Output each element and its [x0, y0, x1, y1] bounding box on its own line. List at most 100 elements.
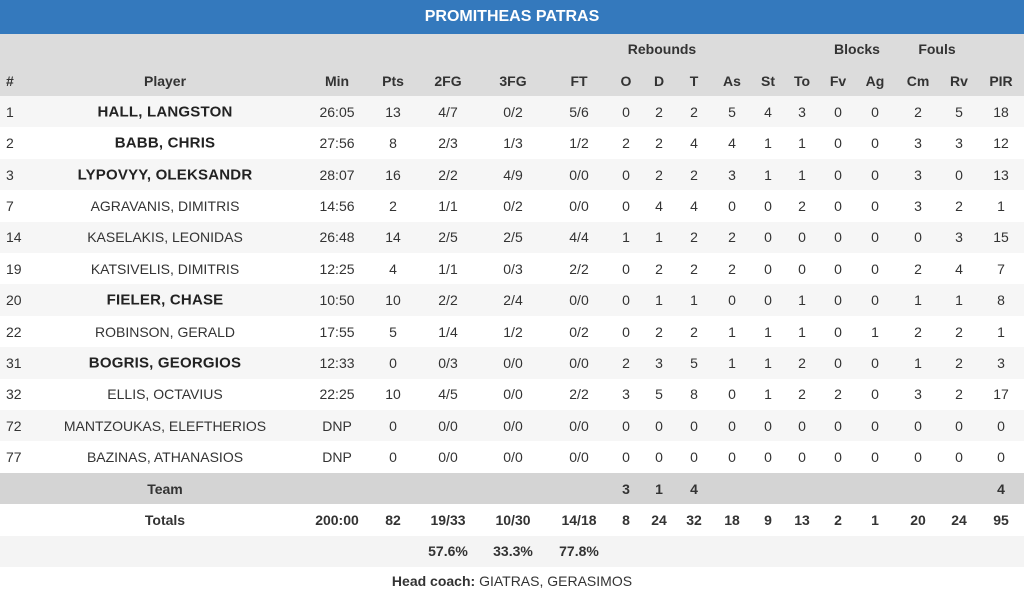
row-background	[0, 96, 1024, 128]
stat-cell: 1	[997, 197, 1005, 214]
row-background	[0, 315, 1024, 348]
row-background	[0, 34, 1024, 96]
stat-cell: 1	[955, 292, 963, 309]
stat-cell: 2/5	[438, 229, 458, 246]
stat-cell: 26:48	[319, 229, 355, 246]
stat-cell: 1	[728, 354, 736, 371]
stat-cell: 1/2	[503, 323, 523, 340]
stat-cell: 31	[6, 354, 22, 371]
stat-cell: 17	[993, 386, 1009, 403]
stat-cell: 27:56	[319, 135, 355, 152]
stat-cell: DNP	[322, 417, 352, 434]
stat-cell: 13	[385, 103, 401, 120]
stat-cell: 0	[764, 260, 772, 277]
stat-cell: 2	[798, 386, 806, 403]
stat-cell: 4/9	[503, 166, 523, 183]
stat-cell: 0	[834, 292, 842, 309]
row-background	[0, 127, 1024, 159]
column-header: St	[761, 73, 775, 89]
row-background	[0, 253, 1024, 285]
stat-cell: 2	[914, 260, 922, 277]
total-stat: 19/33	[430, 511, 466, 528]
row-background	[0, 190, 1024, 222]
stat-cell: 8	[997, 292, 1005, 309]
stat-cell: 7	[997, 260, 1005, 277]
stat-cell: 1/1	[438, 260, 458, 277]
column-header: Fv	[829, 73, 847, 89]
team-stat: 3	[622, 480, 630, 497]
stat-cell: 0	[834, 417, 842, 434]
row-background	[0, 441, 1024, 473]
stat-cell: 3	[798, 103, 806, 120]
group-header: Rebounds	[627, 41, 697, 57]
stat-cell: 0	[798, 417, 806, 434]
stat-cell: 2	[798, 354, 806, 371]
stat-cell: 0	[871, 386, 879, 403]
stat-cell: 0	[871, 229, 879, 246]
stat-cell: 5	[955, 103, 963, 120]
stat-cell: 1	[690, 292, 698, 309]
stat-cell: 2	[622, 354, 630, 371]
stat-cell: 2/4	[503, 292, 523, 309]
stat-cell: 3	[622, 386, 630, 403]
stat-cell: 0	[728, 449, 736, 466]
stat-cell: 13	[993, 166, 1009, 183]
group-header: Fouls	[918, 41, 956, 57]
stat-cell: 2	[655, 260, 663, 277]
player-name: LYPOVYY, OLEKSANDR	[77, 166, 253, 183]
stat-cell: 0	[914, 229, 922, 246]
stat-cell: 4	[690, 197, 698, 214]
stat-cell: 1/3	[503, 135, 523, 152]
stat-cell: 0	[834, 260, 842, 277]
totals-label: Totals	[144, 511, 186, 528]
stat-cell: 1	[798, 135, 806, 152]
stat-cell: 0/0	[503, 354, 523, 371]
total-stat: 20	[910, 511, 926, 528]
stat-cell: 0	[871, 449, 879, 466]
team-label: Team	[147, 480, 183, 497]
column-header: PIR	[989, 73, 1013, 89]
stat-cell: 4/4	[569, 229, 589, 246]
stat-cell: 0/0	[569, 197, 589, 214]
stat-cell: 0	[728, 417, 736, 434]
stat-cell: 0	[622, 449, 630, 466]
stat-cell: 0	[655, 449, 663, 466]
stat-cell: 4	[764, 103, 772, 120]
stat-cell: 1	[655, 292, 663, 309]
stat-cell: 0	[871, 260, 879, 277]
stat-cell: 0/0	[503, 417, 523, 434]
stat-cell: 0/0	[503, 449, 523, 466]
stat-cell: 0	[834, 229, 842, 246]
stat-cell: 1	[655, 229, 663, 246]
total-stat: 95	[993, 511, 1009, 528]
stat-cell: 20	[6, 292, 22, 309]
stat-cell: 0/2	[569, 323, 589, 340]
stat-cell: 0	[622, 103, 630, 120]
column-header: 2FG	[434, 73, 462, 89]
stat-cell: 0	[871, 103, 879, 120]
stat-cell: 1	[798, 323, 806, 340]
stat-cell: DNP	[322, 449, 352, 466]
total-stat: 1	[871, 511, 879, 528]
stat-cell: 5	[655, 386, 663, 403]
stat-cell: 2	[690, 323, 698, 340]
row-background	[0, 221, 1024, 253]
stat-cell: 0	[764, 449, 772, 466]
stat-cell: 0	[728, 197, 736, 214]
stat-cell: 2/5	[503, 229, 523, 246]
stat-cell: 0/0	[569, 354, 589, 371]
stat-cell: 14	[6, 229, 22, 246]
team-title: PROMITHEAS PATRAS	[0, 0, 1024, 34]
column-header: FT	[570, 73, 588, 89]
stat-cell: 0	[997, 449, 1005, 466]
stat-cell: 3	[997, 354, 1005, 371]
stat-cell: 0/3	[503, 260, 523, 277]
stat-cell: 0	[955, 417, 963, 434]
player-name: BAZINAS, ATHANASIOS	[86, 449, 244, 466]
stat-cell: 10	[385, 386, 401, 403]
stat-cell: 10:50	[319, 292, 355, 309]
stat-cell: 0	[871, 417, 879, 434]
stat-cell: 2/3	[438, 135, 458, 152]
total-stat: 200:00	[315, 511, 359, 528]
